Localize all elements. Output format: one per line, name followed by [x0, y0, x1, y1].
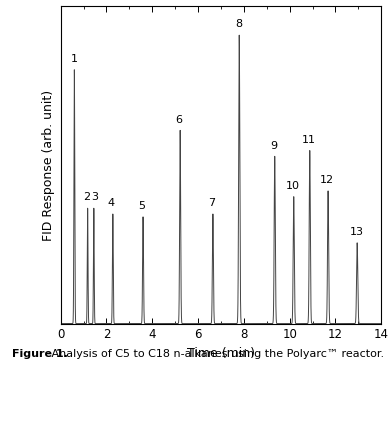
Text: 3: 3	[91, 192, 99, 203]
Text: 10: 10	[285, 181, 300, 191]
Text: 12: 12	[320, 175, 334, 185]
Text: 4: 4	[108, 198, 115, 208]
Text: 7: 7	[208, 198, 215, 208]
Y-axis label: FID Response (arb. unit): FID Response (arb. unit)	[42, 89, 55, 241]
Text: 2: 2	[83, 192, 90, 203]
Text: 11: 11	[302, 135, 316, 145]
Text: 1: 1	[70, 54, 77, 64]
X-axis label: Time (min): Time (min)	[187, 347, 255, 360]
Text: 9: 9	[270, 140, 277, 151]
Text: Analysis of C5 to C18 n-alkanes using the Polyarc™ reactor.: Analysis of C5 to C18 n-alkanes using th…	[48, 349, 384, 359]
Text: 5: 5	[138, 201, 145, 211]
Text: 8: 8	[235, 19, 242, 30]
Text: Figure 1.: Figure 1.	[12, 349, 68, 359]
Text: 13: 13	[350, 227, 364, 237]
Text: 6: 6	[175, 115, 182, 125]
